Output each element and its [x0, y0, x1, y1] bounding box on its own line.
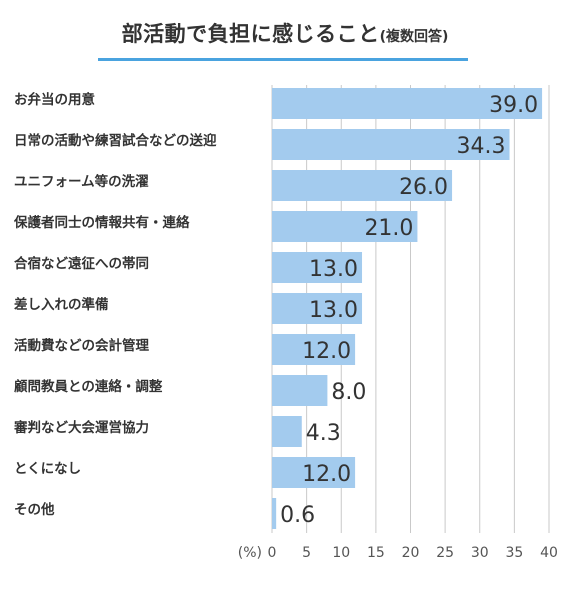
x-tick-label: 30 — [471, 545, 489, 561]
value-label: 4.3 — [306, 421, 341, 446]
value-label: 12.0 — [302, 339, 351, 364]
category-label: とくになし — [14, 461, 81, 477]
bar — [272, 170, 453, 201]
value-label: 21.0 — [364, 216, 413, 241]
x-tick-label: 10 — [332, 545, 350, 561]
x-tick-label: 15 — [367, 545, 385, 561]
x-tick-label: 0 — [268, 545, 277, 561]
chart-title-area: 部活動で負担に感じること(複数回答) — [0, 18, 570, 48]
category-label: その他 — [14, 501, 55, 518]
bar — [272, 334, 356, 365]
bar — [272, 416, 302, 447]
unit-label: (%) — [238, 545, 262, 561]
value-label: 13.0 — [309, 257, 358, 282]
x-tick-label: 25 — [436, 545, 454, 561]
x-tick-label: 20 — [402, 545, 420, 561]
category-label: 差し入れの準備 — [14, 296, 109, 313]
bar — [272, 498, 277, 529]
bar — [272, 129, 510, 160]
value-label: 39.0 — [489, 93, 538, 118]
bar — [272, 293, 363, 324]
value-label: 12.0 — [302, 462, 351, 487]
value-label: 26.0 — [399, 175, 448, 200]
title-underline — [98, 58, 468, 61]
bar — [272, 375, 328, 406]
value-label: 0.6 — [280, 503, 315, 528]
bar — [272, 457, 356, 488]
bar — [272, 252, 363, 283]
bar — [272, 88, 543, 119]
category-label: 顧問教員との連絡・調整 — [14, 378, 163, 395]
x-tick-label: 40 — [540, 545, 558, 561]
value-label: 13.0 — [309, 298, 358, 323]
category-label: 審判など大会運営協力 — [13, 419, 149, 436]
value-label: 34.3 — [457, 134, 506, 159]
bar — [272, 211, 418, 242]
chart-title: 部活動で負担に感じること — [121, 22, 380, 46]
category-label: 保護者同士の情報共有・連絡 — [13, 214, 190, 231]
category-label: ユニフォーム等の洗濯 — [14, 173, 149, 190]
category-label: 日常の活動や練習試合などの送迎 — [14, 132, 217, 149]
x-tick-label: 35 — [505, 545, 523, 561]
value-label: 8.0 — [331, 380, 366, 405]
chart-subtitle: (複数回答) — [379, 29, 449, 45]
category-label: 合宿など遠征への帯同 — [14, 255, 149, 272]
category-label: お弁当の用意 — [14, 91, 95, 108]
category-label: 活動費などの会計管理 — [14, 337, 149, 354]
x-tick-label: 5 — [302, 545, 311, 561]
